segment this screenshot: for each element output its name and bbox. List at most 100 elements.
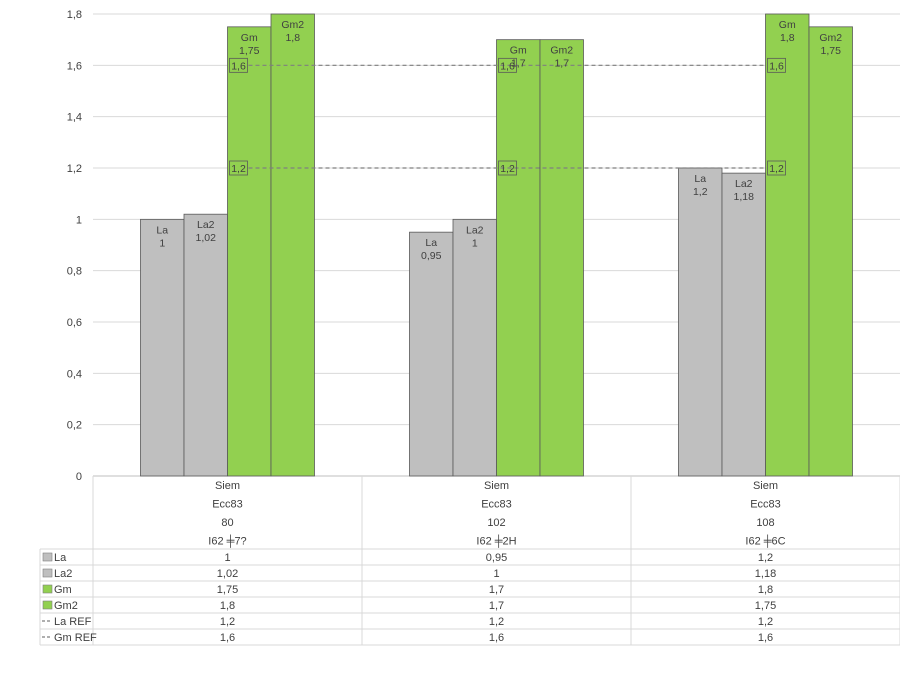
bar-gm2 — [270, 13, 315, 477]
data-label-name: La — [156, 224, 168, 236]
bar-la2 — [183, 213, 228, 477]
y-tick-label: 0,8 — [67, 266, 82, 278]
bar-la — [678, 167, 723, 477]
legend-label: Gm REF — [54, 632, 97, 644]
x-category-label: Siem — [215, 480, 240, 492]
table-cell: 1,6 — [489, 632, 504, 644]
x-category-label: I62 ╪7? — [208, 534, 246, 549]
x-category-label: I62 ╪2H — [476, 534, 516, 549]
data-label-name: La — [694, 173, 706, 185]
table-cell: 1 — [493, 568, 499, 580]
y-tick-label: 1,6 — [67, 60, 82, 72]
table-cell: 1,6 — [220, 632, 235, 644]
data-label-value: 1,8 — [780, 32, 795, 44]
bar-gm2 — [539, 39, 584, 477]
data-label-name: La2 — [466, 224, 484, 236]
ref-label-value: 1,6 — [231, 60, 246, 72]
data-label-value: 1,8 — [285, 32, 300, 44]
bar-la — [409, 231, 454, 477]
table-cell: 1,8 — [220, 600, 235, 612]
legend-label: Gm2 — [54, 600, 78, 612]
bar-labels: La1La21,02Gm1,75Gm21,8La0,95La21Gm1,7Gm2… — [156, 19, 842, 262]
table-cell: 0,95 — [486, 552, 507, 564]
ref-label-value: 1,2 — [769, 163, 784, 175]
bar-gm — [496, 39, 541, 477]
data-label-value: 1,7 — [511, 58, 526, 70]
data-label-value: 1,02 — [196, 232, 217, 244]
table-cell: 1,75 — [217, 584, 238, 596]
table-cell: 1,8 — [758, 584, 773, 596]
y-tick-label: 1,4 — [67, 112, 82, 124]
y-axis-ticks: 0 0,2 0,4 0,6 0,8 1 1,2 1,4 1,6 1,8 — [67, 9, 82, 483]
data-label-name: Gm2 — [281, 19, 304, 31]
legend-label: Gm — [54, 584, 72, 596]
data-label-value: 0,95 — [421, 250, 442, 262]
data-label-value: 1,75 — [239, 45, 260, 57]
x-category-label: Ecc83 — [750, 499, 781, 511]
legend-label: La — [54, 552, 67, 564]
data-label-value: 1,2 — [693, 186, 708, 198]
table-cell: 1,7 — [489, 600, 504, 612]
x-category-label: Siem — [753, 480, 778, 492]
data-label-name: Gm — [779, 19, 796, 31]
y-tick-label: 1,2 — [67, 163, 82, 175]
x-category-label: 108 — [756, 517, 774, 529]
x-category-label: I62 ╪6C — [745, 534, 785, 549]
ref-label-value: 1,6 — [769, 60, 784, 72]
ref-label-value: 1,2 — [500, 163, 515, 175]
bar-gm2 — [808, 26, 853, 477]
data-label-value: 1,75 — [821, 45, 842, 57]
data-label-value: 1 — [472, 237, 478, 249]
ref-label-box — [498, 160, 517, 176]
data-label-name: Gm — [510, 45, 527, 57]
reference-lines: 1,2 1,2 1,2 1,6 1,6 1,6 — [229, 57, 786, 176]
data-label-value: 1,7 — [554, 58, 569, 70]
table-cell: 1 — [224, 552, 230, 564]
data-label-name: Gm2 — [819, 32, 842, 44]
bar-la2 — [452, 218, 497, 477]
x-category-label: Ecc83 — [481, 499, 512, 511]
y-tick-label: 1,8 — [67, 9, 82, 21]
table-cell: 1,02 — [217, 568, 238, 580]
bar-gm — [765, 13, 810, 477]
legend-key-la — [42, 552, 53, 562]
ref-label-box — [229, 160, 248, 176]
y-tick-label: 0,2 — [67, 420, 82, 432]
table-cell: 1,2 — [758, 616, 773, 628]
y-tick-label: 0,4 — [67, 368, 82, 380]
table-cell: 1,2 — [489, 616, 504, 628]
table-cell: 1,75 — [755, 600, 776, 612]
data-label-name: Gm2 — [550, 45, 573, 57]
legend-key-gm2 — [42, 600, 53, 610]
data-label-value: 1,18 — [734, 191, 755, 203]
ref-label-value: 1,2 — [231, 163, 246, 175]
x-category-label: 80 — [221, 517, 233, 529]
ref-label-box — [767, 57, 786, 73]
legend-key-la2 — [42, 568, 53, 578]
data-label-name: Gm — [241, 32, 258, 44]
table-cell: 1,7 — [489, 584, 504, 596]
table-cell: 1,2 — [758, 552, 773, 564]
x-category-label: Ecc83 — [212, 499, 243, 511]
ref-label-box — [767, 160, 786, 176]
data-label-value: 1 — [159, 237, 165, 249]
bar-gm — [227, 26, 272, 477]
x-category-label: 102 — [487, 517, 505, 529]
bar-la — [140, 218, 185, 477]
table-cell: 1,6 — [758, 632, 773, 644]
table-cell: 1,18 — [755, 568, 776, 580]
data-label-name: La2 — [735, 178, 753, 190]
legend-label: La REF — [54, 616, 92, 628]
ref-label-box — [229, 57, 248, 73]
ref-label-value: 1,6 — [500, 60, 515, 72]
data-label-name: La — [425, 237, 437, 249]
legend-key-gm — [42, 584, 53, 594]
data-label-name: La2 — [197, 219, 215, 231]
table-cell: 1,2 — [220, 616, 235, 628]
y-tick-label: 0 — [76, 471, 82, 483]
ref-label-box — [498, 57, 517, 73]
data-table: Siem Ecc83 80 I62 ╪7? Siem Ecc83 102 I62 ╪2H Sie… — [39, 476, 900, 646]
y-tick-label: 0,6 — [67, 317, 82, 329]
x-category-label: Siem — [484, 480, 509, 492]
